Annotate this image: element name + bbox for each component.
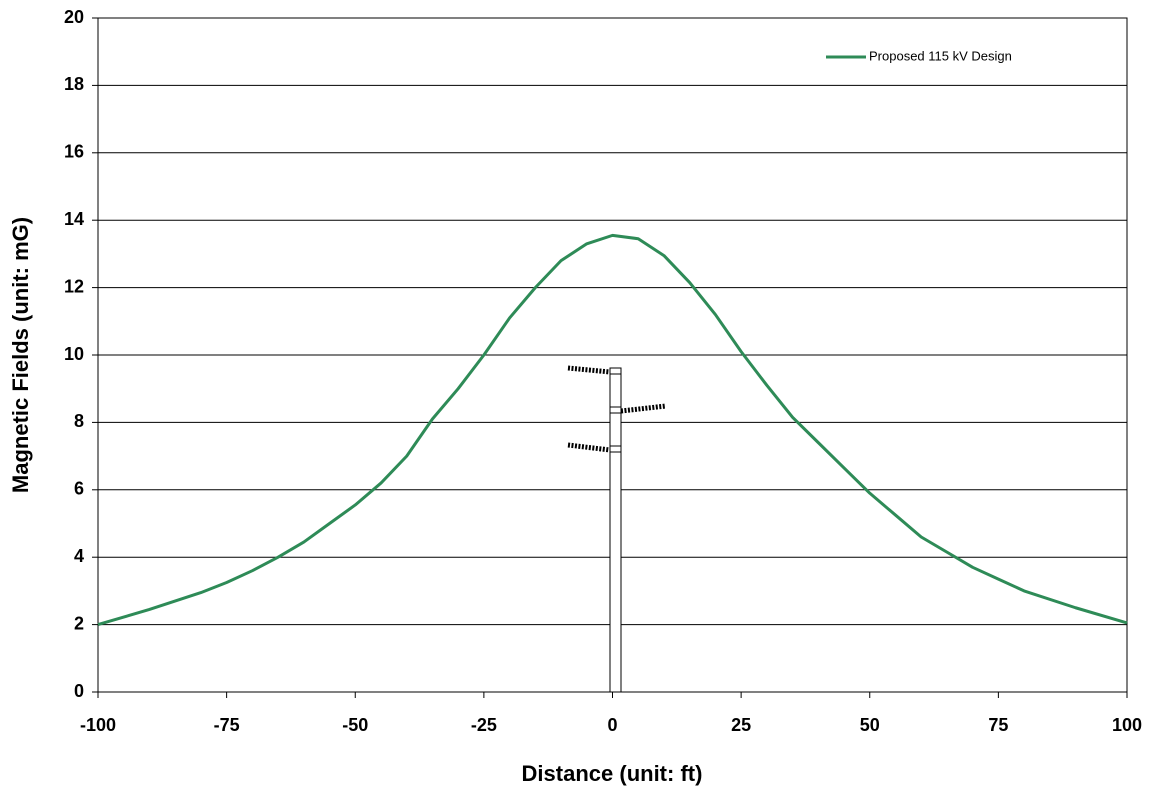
y-tick-label: 12 — [64, 276, 84, 296]
y-tick-label: 16 — [64, 142, 84, 162]
y-tick-label: 2 — [74, 613, 84, 633]
y-axis-title: Magnetic Fields (unit: mG) — [8, 217, 33, 493]
y-tick-label: 8 — [74, 411, 84, 431]
x-tick-label: 50 — [860, 715, 880, 735]
x-tick-label: -25 — [471, 715, 497, 735]
y-tick-label: 10 — [64, 344, 84, 364]
y-tick-label: 14 — [64, 209, 84, 229]
x-tick-label: 25 — [731, 715, 751, 735]
y-tick-label: 18 — [64, 74, 84, 94]
x-axis-title: Distance (unit: ft) — [522, 761, 703, 786]
x-tick-label: -100 — [80, 715, 116, 735]
x-tick-label: -75 — [214, 715, 240, 735]
insulator — [620, 403, 667, 414]
y-tick-label: 0 — [74, 681, 84, 701]
y-tick-label: 4 — [74, 546, 84, 566]
x-tick-label: -50 — [342, 715, 368, 735]
legend-label: Proposed 115 kV Design — [869, 48, 1012, 63]
x-tick-label: 0 — [607, 715, 617, 735]
pole — [567, 365, 667, 693]
y-tick-label: 6 — [74, 479, 84, 499]
x-tick-label: 100 — [1112, 715, 1142, 735]
y-tick-label: 20 — [64, 7, 84, 27]
pole-body — [609, 367, 622, 693]
insulator — [567, 442, 611, 453]
data-line — [97, 233, 1128, 627]
insulator — [567, 365, 611, 375]
x-tick-label: 75 — [988, 715, 1008, 735]
